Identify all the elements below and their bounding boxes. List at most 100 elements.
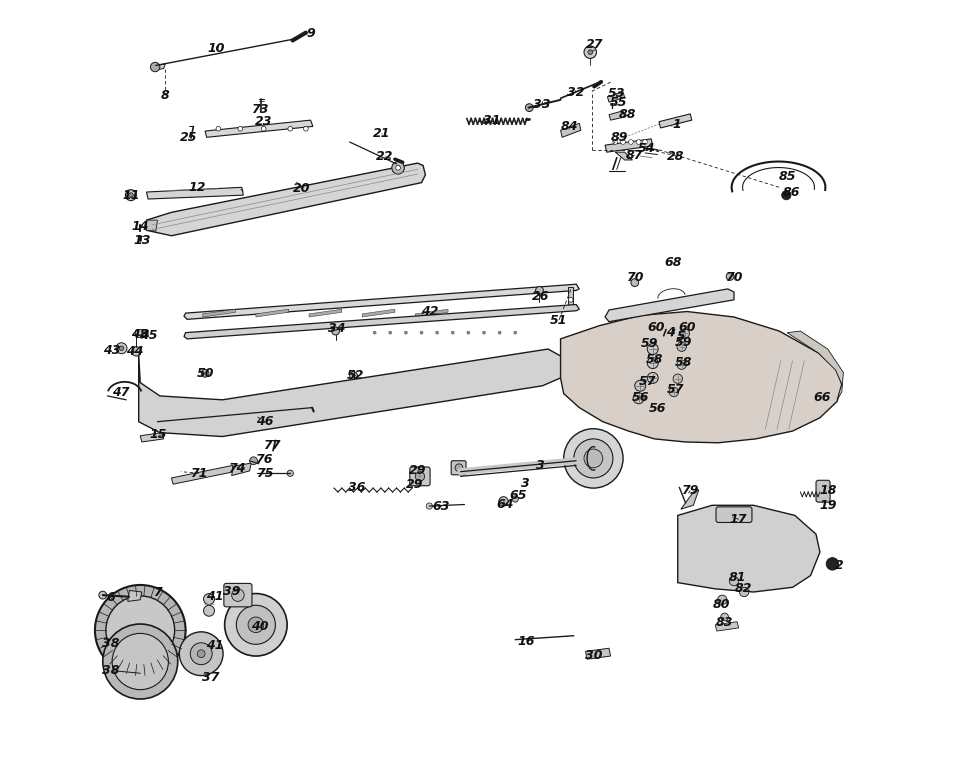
Circle shape: [420, 331, 423, 334]
Circle shape: [677, 342, 686, 351]
Polygon shape: [146, 163, 425, 236]
Circle shape: [112, 633, 168, 690]
Text: 53: 53: [608, 87, 625, 100]
Circle shape: [563, 429, 623, 488]
Polygon shape: [202, 309, 235, 317]
Text: 81: 81: [729, 571, 746, 583]
Circle shape: [201, 369, 209, 377]
Circle shape: [261, 126, 266, 131]
Circle shape: [95, 585, 186, 676]
Text: 70: 70: [626, 271, 644, 285]
Circle shape: [287, 470, 293, 477]
Text: 21: 21: [373, 127, 390, 140]
Text: 52: 52: [348, 369, 365, 382]
Circle shape: [451, 331, 454, 334]
Circle shape: [631, 279, 639, 286]
Polygon shape: [138, 349, 563, 437]
Text: 23: 23: [255, 115, 272, 129]
Text: 76: 76: [255, 453, 272, 466]
Circle shape: [613, 140, 618, 144]
FancyBboxPatch shape: [816, 481, 831, 503]
FancyBboxPatch shape: [451, 461, 466, 475]
Polygon shape: [681, 490, 699, 509]
Circle shape: [179, 632, 223, 676]
Text: 5: 5: [678, 330, 686, 343]
Circle shape: [499, 331, 501, 334]
Text: 48: 48: [132, 328, 149, 342]
Circle shape: [729, 576, 739, 586]
Circle shape: [826, 557, 838, 570]
Text: 51: 51: [550, 314, 568, 327]
Text: 80: 80: [712, 598, 730, 611]
Text: 12: 12: [189, 181, 206, 194]
Text: 43: 43: [104, 344, 121, 357]
Circle shape: [426, 503, 433, 509]
Text: 42: 42: [420, 305, 439, 318]
Circle shape: [132, 347, 141, 356]
Polygon shape: [616, 152, 632, 160]
Polygon shape: [146, 220, 158, 231]
Text: 86: 86: [782, 186, 800, 198]
Text: 32: 32: [566, 85, 584, 99]
Circle shape: [648, 358, 658, 368]
Circle shape: [203, 593, 215, 604]
Text: 50: 50: [197, 367, 214, 379]
Polygon shape: [256, 309, 288, 317]
Circle shape: [106, 596, 174, 665]
Circle shape: [467, 331, 469, 334]
Text: 30: 30: [586, 649, 603, 662]
Circle shape: [349, 372, 357, 379]
Polygon shape: [184, 304, 579, 339]
Text: 40: 40: [251, 620, 268, 633]
Polygon shape: [415, 309, 448, 317]
Circle shape: [499, 497, 508, 506]
Text: 17: 17: [730, 513, 747, 526]
Text: 26: 26: [532, 290, 550, 303]
Text: 9: 9: [306, 27, 315, 40]
Circle shape: [197, 650, 205, 658]
Text: 68: 68: [664, 256, 681, 269]
Circle shape: [673, 374, 682, 383]
Text: 29: 29: [408, 463, 426, 477]
Circle shape: [574, 439, 613, 478]
Polygon shape: [586, 648, 611, 659]
Circle shape: [514, 331, 517, 334]
Circle shape: [216, 126, 221, 131]
Circle shape: [648, 372, 658, 383]
Polygon shape: [146, 187, 243, 199]
Text: 63: 63: [433, 499, 450, 513]
Text: 85: 85: [778, 170, 796, 183]
Polygon shape: [715, 622, 739, 631]
Text: 34: 34: [328, 322, 346, 336]
Circle shape: [203, 605, 215, 616]
Text: 66: 66: [813, 391, 831, 404]
Text: 18: 18: [819, 484, 836, 497]
Circle shape: [126, 190, 136, 201]
Circle shape: [396, 165, 401, 170]
Circle shape: [116, 343, 127, 354]
Polygon shape: [154, 64, 166, 70]
Text: 83: 83: [716, 616, 734, 629]
Text: 33: 33: [533, 98, 551, 111]
Circle shape: [526, 103, 533, 111]
Text: 56: 56: [631, 391, 649, 404]
Text: 8: 8: [161, 89, 169, 102]
Text: 75: 75: [257, 466, 274, 480]
Circle shape: [236, 605, 276, 644]
Circle shape: [150, 62, 160, 71]
Circle shape: [669, 387, 679, 397]
Circle shape: [389, 331, 392, 334]
Text: 15: 15: [149, 429, 167, 441]
Polygon shape: [231, 463, 251, 476]
Text: 59: 59: [641, 337, 658, 350]
Polygon shape: [605, 289, 734, 321]
Polygon shape: [560, 311, 842, 443]
Text: 47: 47: [112, 386, 130, 398]
Circle shape: [231, 589, 244, 601]
Text: 41: 41: [206, 640, 224, 652]
Circle shape: [405, 331, 408, 334]
Text: 79: 79: [681, 484, 699, 497]
Text: 28: 28: [667, 150, 684, 162]
FancyBboxPatch shape: [224, 583, 252, 607]
Circle shape: [304, 126, 308, 131]
